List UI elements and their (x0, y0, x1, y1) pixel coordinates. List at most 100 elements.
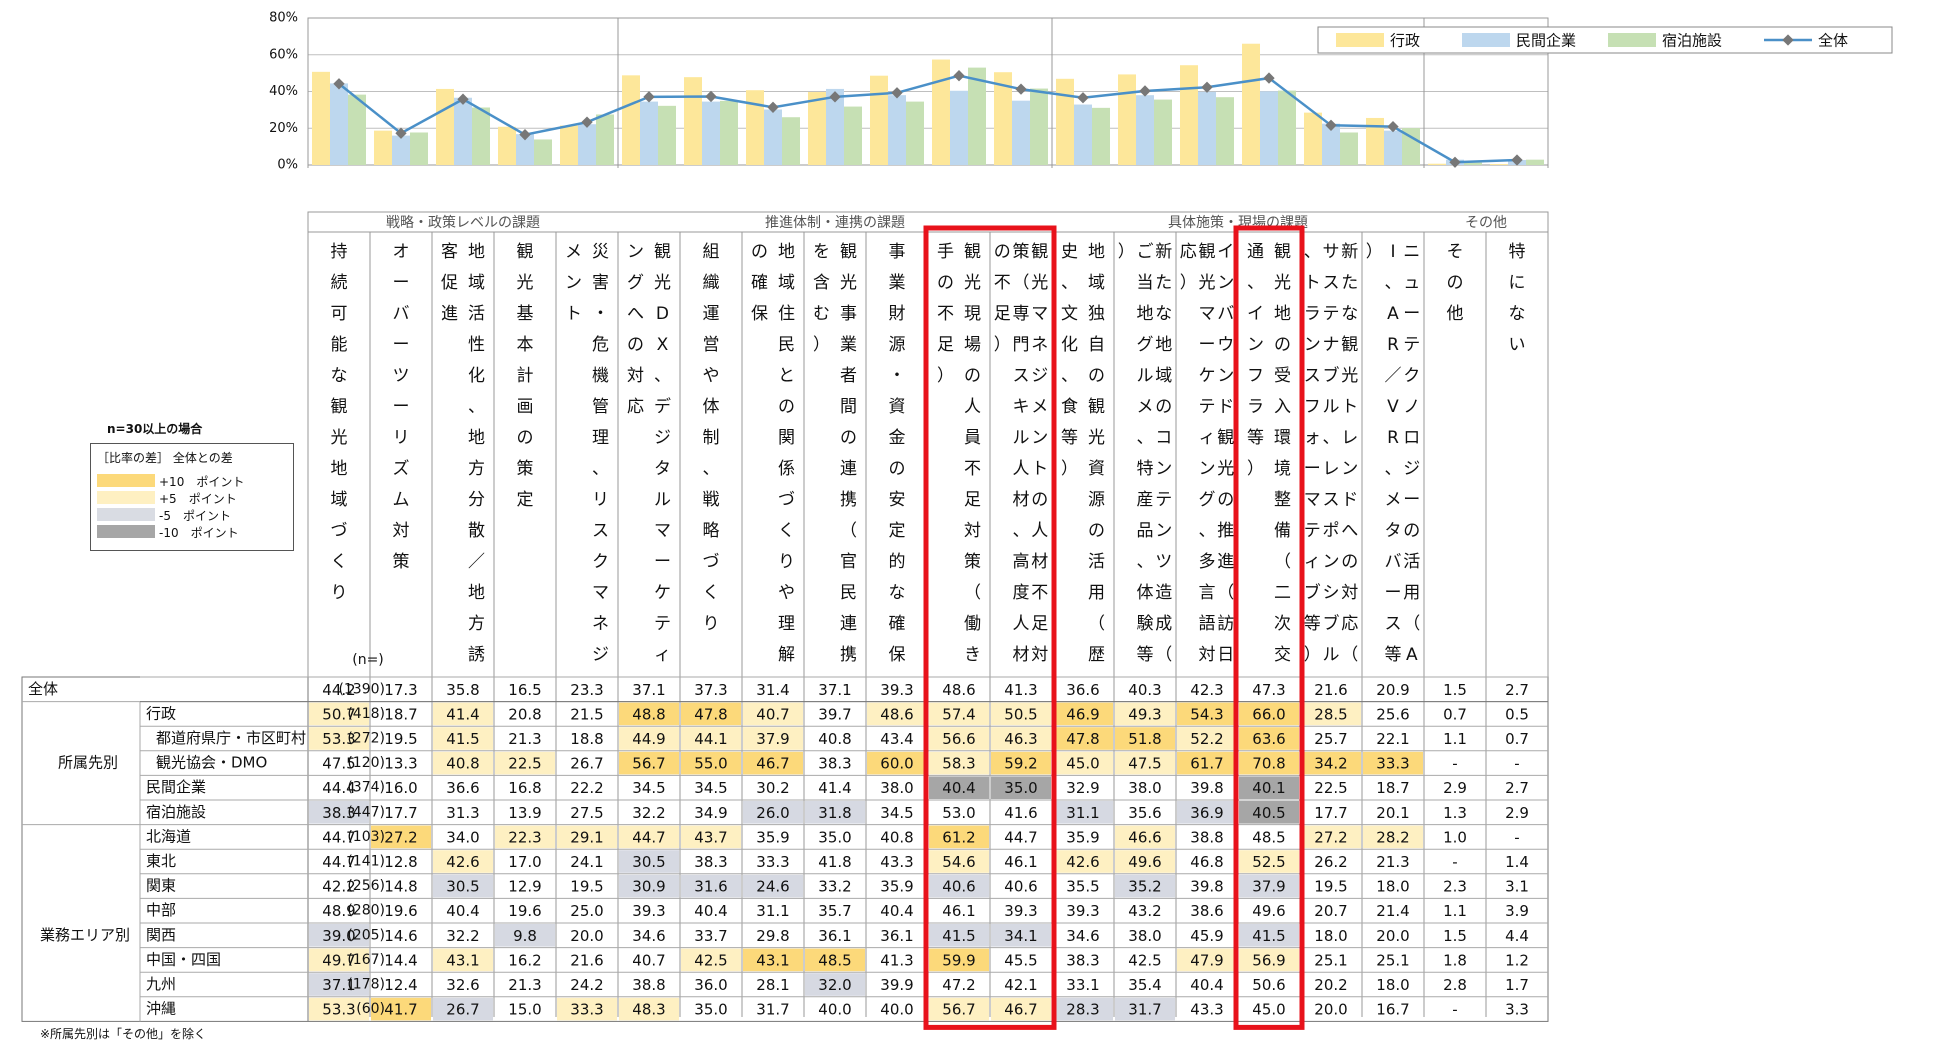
cell-value: 41.4 (446, 705, 479, 723)
cell-value: 48.9 (322, 902, 355, 920)
column-header-char: 域 (778, 273, 795, 293)
legend-label-shukuhaku: 宿泊施設 (1662, 32, 1722, 50)
cell-value: 1.0 (1443, 828, 1467, 846)
cell-value: 21.5 (570, 705, 603, 723)
cell-value: 2.7 (1505, 779, 1529, 797)
cell-shade (929, 727, 989, 750)
cell-value: 1.4 (1505, 853, 1529, 871)
point-zentai (1015, 83, 1027, 95)
column-header-char: の (1031, 490, 1048, 510)
bar-shukuhaku (782, 117, 800, 165)
cell-value: 2.9 (1443, 779, 1467, 797)
cell-value: 31.1 (1066, 804, 1099, 822)
cell-value: 40.6 (942, 878, 975, 896)
column-header-char: 略 (703, 521, 720, 541)
column-header-char: 事 (889, 242, 906, 262)
cell-value: 25.1 (1314, 951, 1347, 969)
cell-value: 46.1 (942, 902, 975, 920)
cell-value: 20.0 (570, 927, 603, 945)
point-zentai (1449, 156, 1461, 168)
cell-value: 34.1 (1004, 927, 1037, 945)
cell-shade (619, 702, 679, 726)
cell-value: 40.6 (1004, 878, 1037, 896)
cell-value: 39.7 (818, 705, 851, 723)
column-header-char: 特 (1509, 242, 1526, 262)
cell-value: 40.1 (1252, 779, 1285, 797)
column-header-char: ブ (1323, 613, 1340, 634)
cell-shade (1115, 850, 1175, 873)
cell-value: 54.6 (942, 853, 975, 871)
cell-value: 59.2 (1004, 755, 1037, 773)
cell-value: 37.1 (632, 681, 665, 699)
column-header-char: ン (1304, 335, 1321, 355)
cell-shade (1239, 874, 1299, 898)
cell-shade (433, 850, 493, 873)
column-header-char: 食 (1061, 397, 1078, 417)
column-header-char: テ (1403, 335, 1420, 355)
column-header-char: や (703, 366, 720, 386)
cell-value: 26.2 (1314, 853, 1347, 871)
cell-value: - (1514, 755, 1519, 773)
cell-shade (433, 751, 493, 775)
column-header-char: 観 (1217, 428, 1234, 448)
cell-value: 35.5 (1066, 878, 1099, 896)
cell-value: 36.1 (880, 927, 913, 945)
column-header-char: 交 (1274, 645, 1291, 665)
column-header-char: ー (393, 273, 410, 293)
cell-value: 41.5 (1252, 927, 1285, 945)
column-header-char: 観 (1031, 242, 1048, 262)
column-header-char: の (1155, 397, 1172, 417)
cell-value: 15.0 (508, 1001, 541, 1019)
column-header-char: や (778, 583, 795, 603)
column-header-char: I (1390, 242, 1395, 262)
cell-value: 2.3 (1443, 878, 1467, 896)
column-header-char: ラ (1304, 304, 1321, 324)
cell-value: 27.2 (1314, 828, 1347, 846)
column-header-char: ム (393, 490, 410, 510)
cell-shade (371, 997, 431, 1021)
legend-minus5-swatch (97, 508, 155, 521)
cell-value: 34.5 (694, 779, 727, 797)
legend-plus10-label: +10 ポイント (159, 475, 245, 489)
cell-value: 50.7 (322, 705, 355, 723)
cell-value: 48.6 (942, 681, 975, 699)
cell-value: 58.3 (942, 755, 975, 773)
row-sublabel: 都道府県庁・市区町村 (156, 729, 306, 747)
column-header-char: ン (1323, 552, 1340, 572)
column-header-char: マ (654, 521, 671, 541)
column-header-char: 境 (1274, 459, 1291, 479)
cell-shade (743, 948, 803, 972)
column-header-char: （ (1088, 614, 1105, 634)
column-header-char: 当 (1137, 273, 1154, 293)
cell-shade (1239, 801, 1299, 824)
cell-value: 37.3 (694, 681, 727, 699)
column-header-char: ） (1247, 459, 1264, 479)
cell-value: 39.3 (880, 681, 913, 699)
column-header-char: ナ (1323, 335, 1340, 355)
cell-shade (929, 948, 989, 972)
column-header-char: 確 (889, 614, 906, 634)
column-header-char: 対 (964, 521, 981, 541)
cell-value: 35.4 (1128, 976, 1161, 994)
legend-plus10-swatch (97, 474, 155, 487)
cell-shade (309, 948, 369, 972)
cell-value: 22.5 (1314, 779, 1347, 797)
column-header-char: 理 (778, 614, 795, 634)
column-header-char: の (994, 242, 1011, 262)
column-header-char: 光 (1274, 273, 1291, 293)
column-header-char: ィ (1199, 428, 1216, 448)
cell-shade (1053, 997, 1113, 1021)
column-header-char: 門 (1013, 335, 1030, 355)
column-header-char: 産 (1137, 490, 1154, 510)
cell-value: 49.7 (322, 951, 355, 969)
cell-shade (1177, 702, 1237, 726)
column-header-char: テ (1155, 490, 1172, 510)
column-header-char: ズ (393, 459, 410, 479)
column-header-char: 策 (393, 552, 410, 572)
column-header-char: ／ (468, 552, 485, 572)
column-header-char: 対 (627, 366, 644, 386)
column-header-char: 材 (1013, 490, 1030, 510)
column-header-char: ル (1013, 428, 1030, 448)
cell-value: 20.9 (1376, 681, 1409, 699)
cell-value: 29.1 (570, 828, 603, 846)
